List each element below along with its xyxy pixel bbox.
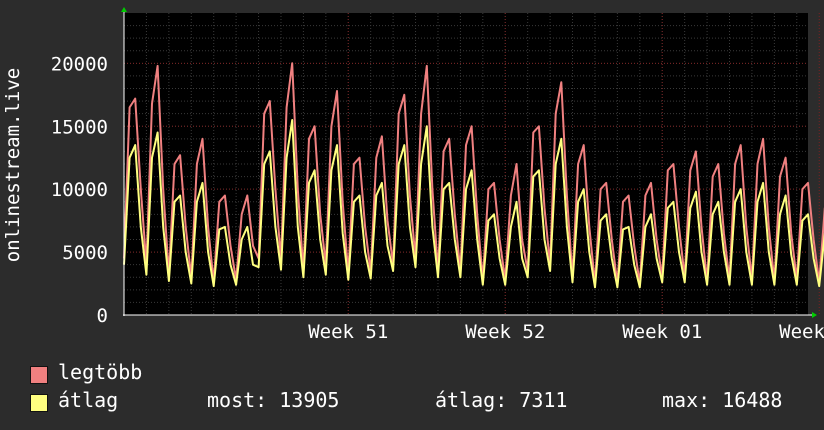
legend-row-max: legtöbb xyxy=(30,360,810,388)
legend-swatch-max xyxy=(30,366,48,384)
series-lines xyxy=(123,62,824,289)
y-axis-title: onlinestream.live xyxy=(2,68,24,262)
y-tick-label: 0 xyxy=(97,305,108,327)
stat-maximum: max: 16488 xyxy=(662,388,783,412)
stat-average: átlag: 7311 xyxy=(435,388,568,412)
y-tick-labels: 0 5000 10000 15000 20000 xyxy=(51,53,108,327)
x-tick-label: Week 02 xyxy=(779,321,824,343)
axes xyxy=(121,7,817,318)
legend-row-avg: átlag most: 13905 átlag: 7311 max: 16488 xyxy=(30,388,810,416)
legend-label-max: legtöbb xyxy=(58,360,143,384)
x-tick-label: Week 01 xyxy=(622,321,702,343)
x-tick-label: Week 52 xyxy=(465,321,545,343)
stat-now: most: 13905 xyxy=(207,388,340,412)
y-tick-label: 10000 xyxy=(51,179,108,201)
x-tick-labels: Week 51 Week 52 Week 01 Week 02 xyxy=(308,321,824,343)
y-tick-label: 15000 xyxy=(51,116,108,138)
y-tick-label: 20000 xyxy=(51,53,108,75)
x-tick-label: Week 51 xyxy=(308,321,388,343)
legend-label-avg: átlag xyxy=(58,388,119,412)
x-axis-arrow-icon xyxy=(812,312,817,318)
series-line-max xyxy=(123,62,824,285)
legend: legtöbb átlag most: 13905 átlag: 7311 ma… xyxy=(30,360,810,416)
y-axis-arrow-icon xyxy=(121,7,127,12)
legend-swatch-avg xyxy=(30,394,48,412)
y-tick-label: 5000 xyxy=(62,242,108,264)
series-line-avg xyxy=(123,119,824,289)
